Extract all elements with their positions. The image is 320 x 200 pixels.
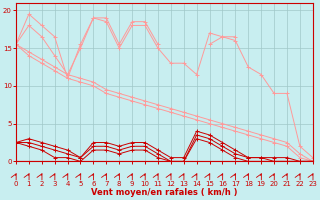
X-axis label: Vent moyen/en rafales ( km/h ): Vent moyen/en rafales ( km/h ) bbox=[91, 188, 238, 197]
